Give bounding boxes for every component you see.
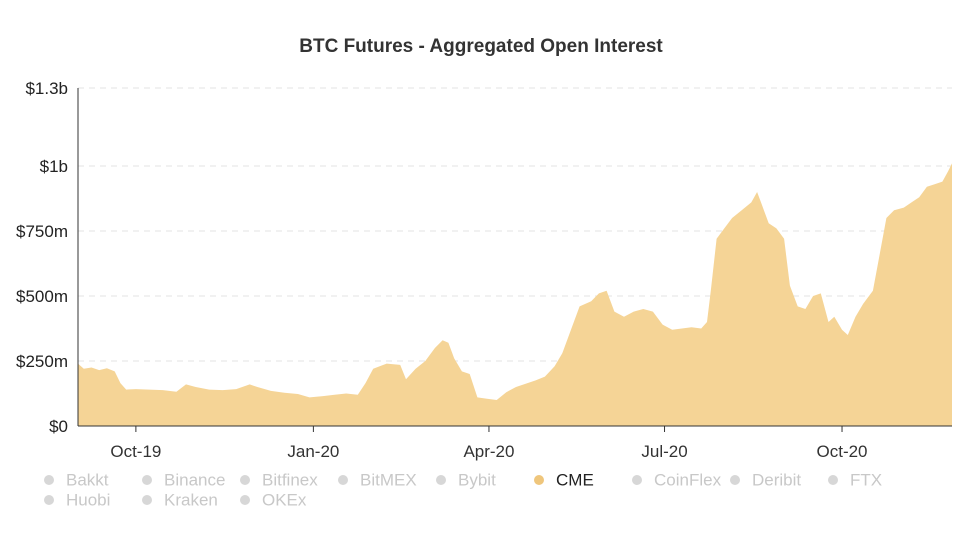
y-tick-label: $1b (40, 157, 68, 176)
legend-marker-icon (240, 474, 250, 485)
legend-marker-icon (44, 474, 54, 485)
legend-item-deribit[interactable]: Deribit (730, 470, 801, 490)
legend-item-bitfinex[interactable]: Bitfinex (240, 470, 318, 490)
legend-item-binance[interactable]: Binance (142, 470, 225, 490)
legend-item-bybit[interactable]: Bybit (436, 470, 496, 490)
y-tick-label: $250m (16, 352, 68, 371)
legend-marker-icon (632, 474, 642, 485)
legend-item-okex[interactable]: OKEx (240, 490, 306, 510)
legend-item-bitmex[interactable]: BitMEX (338, 470, 417, 490)
legend-item-coinflex[interactable]: CoinFlex (632, 470, 721, 490)
legend-label: FTX (850, 470, 883, 490)
legend-marker-icon (142, 474, 152, 485)
legend-label: OKEx (262, 490, 307, 510)
axes (77, 88, 952, 427)
legend-marker-icon (730, 474, 740, 485)
legend-label: Binance (164, 470, 226, 490)
x-axis-ticks: Oct-19 Jan-20 Apr-20 Jul-20 Oct-20 (110, 426, 868, 461)
legend-label: Huobi (66, 490, 111, 510)
x-tick-label: Oct-19 (110, 442, 161, 461)
legend-label: Bitfinex (262, 470, 318, 490)
legend-marker-icon (534, 474, 544, 485)
x-tick-label: Apr-20 (463, 442, 514, 461)
legend-marker-icon (828, 474, 838, 485)
legend-marker-icon (240, 494, 250, 505)
legend-item-kraken[interactable]: Kraken (142, 490, 218, 510)
legend-label: CME (556, 470, 594, 490)
legend-marker-icon (338, 474, 348, 485)
legend-item-ftx[interactable]: FTX (828, 470, 882, 490)
x-tick-label: Oct-20 (817, 442, 868, 461)
y-tick-label: $500m (16, 287, 68, 306)
legend-label: BitMEX (360, 470, 417, 490)
series-area-cme (78, 163, 952, 426)
legend-marker-icon (436, 474, 446, 485)
y-tick-label: $1.3b (25, 79, 68, 98)
legend-item-cme[interactable]: CME (534, 470, 594, 490)
chart-title: BTC Futures - Aggregated Open Interest (299, 36, 663, 57)
series-area (78, 163, 952, 426)
legend-label: Bybit (458, 470, 496, 490)
legend-label: CoinFlex (654, 470, 722, 490)
legend-marker-icon (142, 494, 152, 505)
x-tick-label: Jul-20 (641, 442, 687, 461)
y-axis-ticks: $0 $250m $500m $750m $1b $1.3b (16, 79, 68, 436)
legend-item-huobi[interactable]: Huobi (44, 490, 110, 510)
legend-item-bakkt[interactable]: Bakkt (44, 470, 109, 490)
legend-marker-icon (44, 494, 54, 505)
legend-label: Bakkt (66, 470, 109, 490)
x-tick-label: Jan-20 (287, 442, 339, 461)
legend-label: Kraken (164, 490, 218, 510)
y-tick-label: $750m (16, 222, 68, 241)
legend-label: Deribit (752, 470, 802, 490)
y-tick-label: $0 (49, 417, 68, 436)
